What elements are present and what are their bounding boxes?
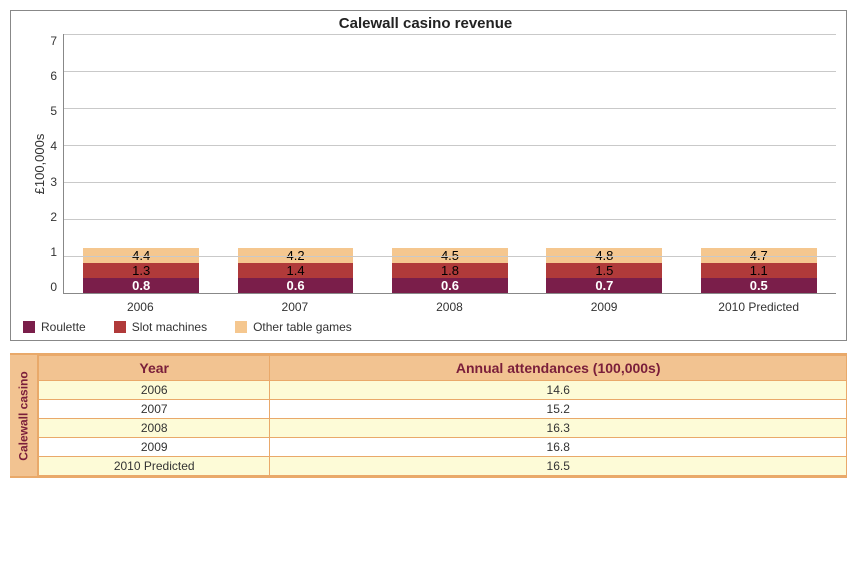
gridline — [64, 145, 836, 146]
bar-segment: 0.6 — [238, 278, 354, 293]
table-cell: 16.3 — [270, 419, 847, 438]
table-cell: 16.5 — [270, 457, 847, 476]
legend-swatch — [114, 321, 126, 333]
table-cell: 2008 — [39, 419, 270, 438]
chart-grid: 4.41.30.8 4.21.40.6 4.51.80.6 4.81.50.7 4.71… — [63, 34, 836, 294]
table-cell: 14.6 — [270, 381, 847, 400]
legend-label: Roulette — [41, 320, 86, 334]
y-tick: 4 — [50, 139, 57, 153]
table-row: 2010 Predicted16.5 — [39, 457, 847, 476]
table-cell: 16.8 — [270, 438, 847, 457]
bar-segment: 1.5 — [546, 263, 662, 278]
bar-segment: 0.5 — [701, 278, 817, 293]
bar-segment: 0.6 — [392, 278, 508, 293]
legend-item: Slot machines — [114, 320, 207, 334]
bar-column: 4.81.50.7 — [546, 248, 662, 293]
y-tick: 1 — [50, 245, 57, 259]
bar-segment: 1.1 — [701, 263, 817, 278]
y-tick: 2 — [50, 210, 57, 224]
gridline — [64, 256, 836, 257]
table-cell: 2010 Predicted — [39, 457, 270, 476]
legend-item: Roulette — [23, 320, 86, 334]
plot-area: £100,000s 7 6 5 4 3 2 1 0 4.41.30.8 4.21.40.6 4.5… — [15, 34, 836, 294]
table-header-cell: Year — [39, 356, 270, 381]
table-header-cell: Annual attendances (100,000s) — [270, 356, 847, 381]
table-cell: 15.2 — [270, 400, 847, 419]
y-axis: £100,000s 7 6 5 4 3 2 1 0 — [15, 34, 63, 294]
bars-container: 4.41.30.8 4.21.40.6 4.51.80.6 4.81.50.7 4.71… — [64, 34, 836, 293]
y-tick: 5 — [50, 104, 57, 118]
y-tick: 7 — [50, 34, 57, 48]
table-body: 200614.6200715.2200816.3200916.82010 Pre… — [39, 381, 847, 476]
bar-segment: 1.4 — [238, 263, 354, 278]
gridline — [64, 182, 836, 183]
attendance-table: YearAnnual attendances (100,000s) 200614… — [38, 355, 847, 476]
y-axis-label: £100,000s — [32, 134, 47, 195]
gridline — [64, 71, 836, 72]
x-tick: 2010 Predicted — [701, 300, 817, 314]
y-tick: 6 — [50, 69, 57, 83]
legend-label: Other table games — [253, 320, 352, 334]
table-row: 200614.6 — [39, 381, 847, 400]
bar-segment: 0.8 — [83, 278, 199, 293]
table-row: 200816.3 — [39, 419, 847, 438]
x-tick: 2008 — [392, 300, 508, 314]
table-cell: 2006 — [39, 381, 270, 400]
y-tick: 0 — [50, 280, 57, 294]
x-axis: 2006 2007 2008 2009 2010 Predicted — [63, 294, 836, 314]
legend-label: Slot machines — [132, 320, 207, 334]
table-cell: 2009 — [39, 438, 270, 457]
x-tick: 2009 — [546, 300, 662, 314]
bar-column: 4.21.40.6 — [238, 248, 354, 293]
x-tick: 2007 — [237, 300, 353, 314]
revenue-chart: Calewall casino revenue £100,000s 7 6 5 4 3 2… — [10, 10, 847, 341]
table-side-label: Calewall casino — [10, 355, 38, 476]
bar-segment: 0.7 — [546, 278, 662, 293]
bar-column: 4.51.80.6 — [392, 248, 508, 293]
table-cell: 2007 — [39, 400, 270, 419]
y-tick: 3 — [50, 175, 57, 189]
table-row: 200916.8 — [39, 438, 847, 457]
table-row: 200715.2 — [39, 400, 847, 419]
bar-segment: 1.8 — [392, 263, 508, 278]
table-header-row: YearAnnual attendances (100,000s) — [39, 356, 847, 381]
gridline — [64, 108, 836, 109]
legend-swatch — [235, 321, 247, 333]
bar-column: 4.41.30.8 — [83, 248, 199, 293]
attendance-table-wrap: Calewall casino YearAnnual attendances (… — [10, 353, 847, 478]
gridline — [64, 34, 836, 35]
x-tick: 2006 — [82, 300, 198, 314]
chart-title: Calewall casino revenue — [15, 15, 836, 32]
gridline — [64, 219, 836, 220]
legend-swatch — [23, 321, 35, 333]
legend: Roulette Slot machines Other table games — [15, 314, 836, 336]
bar-segment: 1.3 — [83, 263, 199, 278]
legend-item: Other table games — [235, 320, 352, 334]
table-side-label-text: Calewall casino — [17, 371, 31, 460]
bar-column: 4.71.10.5 — [701, 248, 817, 293]
x-axis-labels: 2006 2007 2008 2009 2010 Predicted — [63, 294, 836, 314]
